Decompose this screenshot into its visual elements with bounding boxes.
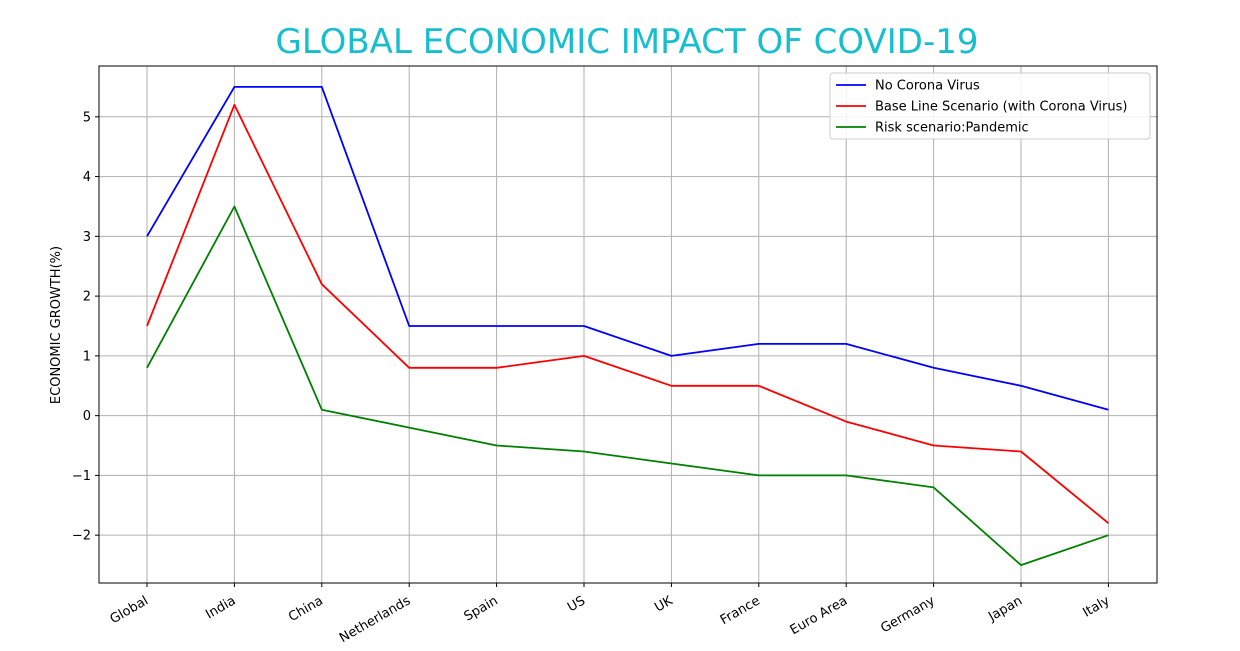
chart-title: GLOBAL ECONOMIC IMPACT OF COVID-19: [275, 22, 979, 62]
x-tick-label: Netherlands: [337, 593, 413, 646]
y-tick-label: 1: [83, 349, 91, 364]
y-tick-label: −2: [72, 529, 91, 544]
y-tick-label: 5: [83, 110, 91, 125]
x-tick-label: Euro Area: [788, 593, 851, 638]
x-tick-label: India: [203, 593, 238, 622]
series-line-2: [146, 103, 1109, 524]
y-tick-label: 4: [83, 170, 91, 185]
y-axis-label: ECONOMIC GROWTH(%): [49, 246, 64, 404]
legend-label: Base Line Scenario (with Corona Virus): [875, 100, 1127, 115]
y-tick-label: 0: [83, 409, 91, 424]
x-tick-label: Global: [108, 593, 151, 627]
grid: [99, 66, 1157, 583]
series-line-3: [146, 205, 1109, 566]
x-tick-label: China: [286, 593, 326, 625]
x-tick-label: Japan: [985, 593, 1025, 625]
x-tick-label: Spain: [462, 593, 501, 624]
y-tick-label: 2: [83, 290, 91, 305]
y-tick-label: 3: [83, 230, 91, 245]
legend-label: No Corona Virus: [875, 79, 980, 94]
series-lines: [146, 86, 1109, 566]
x-tick-label: France: [718, 593, 763, 628]
legend-box: [829, 72, 1151, 140]
legend: No Corona Virus Base Line Scenario (with …: [829, 72, 1151, 140]
axes: Global India China Netherlands Spain US UK Fran…: [72, 110, 1113, 646]
x-tick-label: Italy: [1080, 593, 1112, 620]
x-tick-label: Germany: [878, 593, 938, 636]
plot-frame: [98, 65, 1158, 584]
x-tick-label: US: [565, 593, 588, 615]
x-tick-label: UK: [652, 593, 676, 615]
y-tick-label: −1: [72, 469, 91, 484]
series-line-1: [146, 86, 1109, 411]
legend-label: Risk scenario:Pandemic: [875, 121, 1029, 136]
